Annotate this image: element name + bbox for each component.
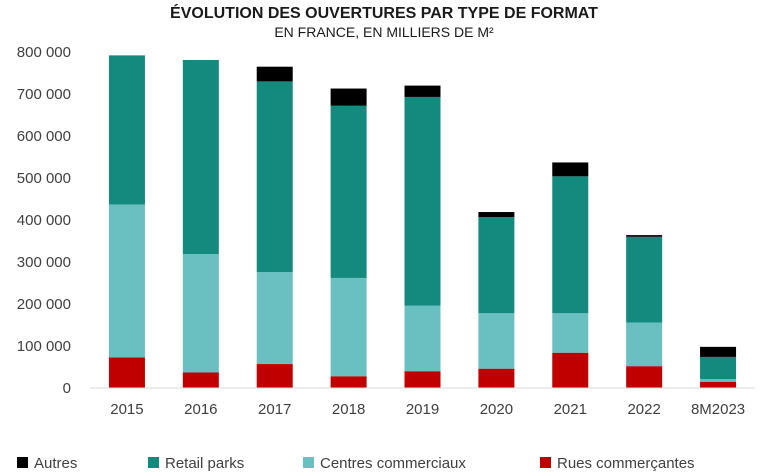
bar-segment-retail-parks	[182, 59, 219, 255]
bar-segment-autres	[256, 66, 293, 82]
bar-segment-rues-commer-antes	[700, 381, 737, 388]
legend-label: Centres commerciaux	[320, 455, 466, 472]
bar-segment-retail-parks	[330, 105, 367, 278]
chart-title: ÉVOLUTION DES OUVERTURES PAR TYPE DE FOR…	[170, 3, 598, 22]
bar-segment-rues-commer-antes	[256, 364, 293, 388]
x-tick-label: 2015	[110, 401, 143, 418]
x-tick-label: 2019	[406, 401, 439, 418]
y-tick-label: 600 000	[17, 128, 71, 145]
bar-segment-rues-commer-antes	[330, 376, 367, 388]
bar-segment-autres	[330, 88, 367, 106]
bar-segment-autres	[700, 346, 737, 357]
x-tick-label: 2016	[184, 401, 217, 418]
bar-segment-retail-parks	[700, 356, 737, 380]
bar-segment-rues-commer-antes	[108, 357, 145, 388]
bar-segment-autres	[404, 85, 441, 97]
bar-segment-rues-commer-antes	[626, 366, 663, 388]
y-tick-label: 700 000	[17, 86, 71, 103]
bar-segment-retail-parks	[478, 217, 515, 314]
legend-label: Retail parks	[165, 455, 244, 472]
y-tick-label: 200 000	[17, 296, 71, 313]
x-tick-label: 2018	[332, 401, 365, 418]
bars	[108, 55, 737, 388]
bar-segment-centres-commerciaux	[626, 322, 663, 367]
chart-subtitle: EN FRANCE, EN MILLIERS DE M²	[274, 24, 494, 40]
legend-swatch	[17, 457, 28, 468]
y-tick-label: 0	[63, 380, 71, 397]
bar-segment-centres-commerciaux	[552, 313, 589, 353]
bar-segment-retail-parks	[256, 81, 293, 273]
bar-segment-rues-commer-antes	[478, 368, 515, 388]
x-axis: 2015 2016 2017 2018 2019 2020 2021 2022 8M2023	[90, 387, 755, 418]
x-tick-label: 2022	[627, 401, 660, 418]
x-tick-label: 8M2023	[691, 401, 745, 418]
bar-segment-centres-commerciaux	[108, 204, 145, 358]
y-tick-label: 100 000	[17, 338, 71, 355]
bar-segment-centres-commerciaux	[330, 277, 367, 377]
bar-segment-centres-commerciaux	[182, 254, 219, 373]
bar-segment-rues-commer-antes	[182, 372, 219, 388]
x-tick-label: 2020	[480, 401, 513, 418]
bar-segment-retail-parks	[108, 55, 145, 205]
bar-segment-centres-commerciaux	[256, 272, 293, 365]
y-tick-label: 400 000	[17, 212, 71, 229]
legend-label: Autres	[34, 455, 77, 472]
legend-label: Rues commerçantes	[557, 455, 695, 472]
bar-segment-autres	[626, 235, 663, 237]
bar-segment-autres	[552, 162, 589, 177]
legend-swatch	[540, 457, 551, 468]
x-tick-label: 2017	[258, 401, 291, 418]
y-tick-label: 500 000	[17, 170, 71, 187]
bar-segment-autres	[478, 212, 515, 218]
bar-segment-centres-commerciaux	[700, 379, 737, 382]
bar-segment-centres-commerciaux	[404, 305, 441, 372]
x-tick-label: 2021	[554, 401, 587, 418]
bar-segment-retail-parks	[404, 96, 441, 306]
legend: Autres Retail parks Centres commerciaux Rue…	[17, 455, 695, 472]
y-tick-label: 800 000	[17, 44, 71, 61]
y-axis: 0 100 000 200 000 300 000 400 000 500 000 600 …	[17, 44, 71, 397]
bar-segment-rues-commer-antes	[404, 371, 441, 388]
bar-segment-retail-parks	[626, 236, 663, 323]
legend-swatch	[148, 457, 159, 468]
bar-segment-rues-commer-antes	[552, 352, 589, 388]
bar-segment-retail-parks	[552, 176, 589, 314]
bar-segment-centres-commerciaux	[478, 313, 515, 369]
legend-swatch	[303, 457, 314, 468]
y-tick-label: 300 000	[17, 254, 71, 271]
